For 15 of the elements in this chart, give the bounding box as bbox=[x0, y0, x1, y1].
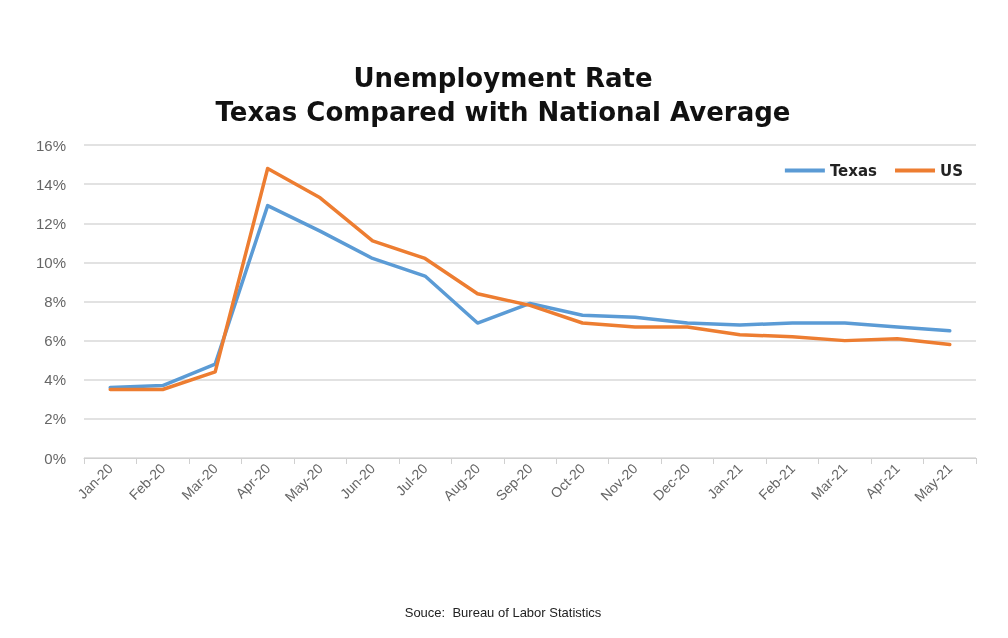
legend-label: US bbox=[940, 161, 963, 180]
y-tick-label: 10% bbox=[35, 253, 66, 271]
y-tick-label: 8% bbox=[44, 293, 66, 310]
chart-title: Unemployment Rate bbox=[353, 63, 653, 93]
legend-label: Texas bbox=[829, 161, 878, 180]
y-tick-label: 2% bbox=[44, 410, 66, 428]
y-tick-label: 16% bbox=[35, 136, 66, 154]
chart-subtitle: Texas Compared with National Average bbox=[215, 97, 791, 127]
text: Souce: Bureau of Labor Statistics bbox=[404, 605, 602, 620]
line-series bbox=[108, 203, 952, 390]
y-tick-label: 0% bbox=[44, 449, 66, 467]
y-tick-label: 14% bbox=[35, 175, 66, 193]
y-tick-label: 6% bbox=[44, 332, 66, 350]
y-tick-label: 12% bbox=[35, 214, 66, 232]
y-tick-label: 4% bbox=[44, 371, 66, 389]
